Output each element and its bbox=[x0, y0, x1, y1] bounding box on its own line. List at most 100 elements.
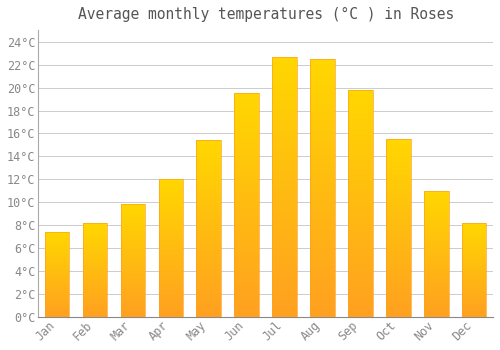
Bar bbox=[272, 88, 297, 90]
Bar bbox=[462, 313, 486, 314]
Bar bbox=[272, 83, 297, 85]
Bar bbox=[310, 310, 335, 312]
Bar bbox=[310, 191, 335, 193]
Bar bbox=[386, 292, 410, 294]
Bar bbox=[234, 142, 259, 145]
Bar bbox=[386, 200, 410, 202]
Bar bbox=[272, 176, 297, 179]
Bar bbox=[424, 249, 448, 250]
Bar bbox=[348, 292, 372, 295]
Bar bbox=[120, 275, 146, 276]
Bar bbox=[462, 305, 486, 306]
Bar bbox=[45, 278, 70, 279]
Bar bbox=[196, 215, 221, 217]
Bar bbox=[272, 153, 297, 156]
Bar bbox=[424, 279, 448, 281]
Bar bbox=[120, 225, 146, 226]
Bar bbox=[196, 147, 221, 149]
Bar bbox=[272, 114, 297, 117]
Bar bbox=[310, 279, 335, 281]
Bar bbox=[234, 93, 259, 317]
Bar bbox=[83, 261, 108, 262]
Bar bbox=[348, 165, 372, 167]
Bar bbox=[424, 219, 448, 220]
Bar bbox=[120, 279, 146, 280]
Bar bbox=[158, 286, 183, 287]
Bar bbox=[234, 297, 259, 300]
Bar bbox=[348, 101, 372, 104]
Bar bbox=[462, 248, 486, 250]
Bar bbox=[45, 235, 70, 236]
Bar bbox=[386, 312, 410, 314]
Bar bbox=[424, 286, 448, 287]
Bar bbox=[272, 119, 297, 122]
Bar bbox=[158, 288, 183, 290]
Bar bbox=[83, 285, 108, 286]
Bar bbox=[83, 276, 108, 277]
Bar bbox=[272, 304, 297, 307]
Bar bbox=[386, 276, 410, 278]
Bar bbox=[234, 302, 259, 304]
Bar bbox=[234, 221, 259, 223]
Bar bbox=[462, 247, 486, 248]
Bar bbox=[310, 116, 335, 118]
Bar bbox=[83, 305, 108, 306]
Bar bbox=[310, 271, 335, 273]
Bar bbox=[462, 258, 486, 259]
Bar bbox=[272, 286, 297, 289]
Bar bbox=[234, 275, 259, 277]
Bar bbox=[424, 289, 448, 291]
Bar bbox=[424, 191, 448, 317]
Bar bbox=[272, 190, 297, 192]
Bar bbox=[348, 99, 372, 101]
Bar bbox=[45, 258, 70, 259]
Bar bbox=[348, 145, 372, 147]
Bar bbox=[120, 284, 146, 286]
Bar bbox=[386, 239, 410, 241]
Bar bbox=[196, 271, 221, 273]
Bar bbox=[272, 127, 297, 130]
Bar bbox=[120, 271, 146, 272]
Bar bbox=[310, 196, 335, 198]
Bar bbox=[83, 246, 108, 247]
Bar bbox=[424, 191, 448, 192]
Bar bbox=[272, 294, 297, 296]
Bar bbox=[272, 210, 297, 213]
Bar bbox=[310, 250, 335, 253]
Bar bbox=[158, 264, 183, 265]
Bar bbox=[462, 273, 486, 274]
Bar bbox=[424, 305, 448, 306]
Bar bbox=[386, 236, 410, 237]
Bar bbox=[272, 156, 297, 158]
Bar bbox=[348, 151, 372, 154]
Bar bbox=[310, 160, 335, 162]
Bar bbox=[310, 154, 335, 157]
Bar bbox=[310, 131, 335, 134]
Bar bbox=[348, 172, 372, 174]
Bar bbox=[234, 172, 259, 174]
Bar bbox=[158, 188, 183, 189]
Bar bbox=[196, 259, 221, 261]
Bar bbox=[348, 122, 372, 124]
Bar bbox=[386, 243, 410, 244]
Bar bbox=[272, 124, 297, 127]
Bar bbox=[386, 175, 410, 177]
Bar bbox=[310, 304, 335, 307]
Bar bbox=[424, 248, 448, 249]
Bar bbox=[196, 170, 221, 172]
Bar bbox=[120, 215, 146, 216]
Bar bbox=[310, 188, 335, 191]
Bar bbox=[424, 288, 448, 289]
Bar bbox=[234, 300, 259, 302]
Bar bbox=[348, 163, 372, 165]
Bar bbox=[234, 239, 259, 241]
Bar bbox=[45, 263, 70, 264]
Bar bbox=[45, 307, 70, 308]
Bar bbox=[348, 236, 372, 238]
Bar bbox=[348, 167, 372, 169]
Bar bbox=[348, 115, 372, 117]
Bar bbox=[310, 247, 335, 250]
Bar bbox=[234, 266, 259, 268]
Bar bbox=[234, 145, 259, 147]
Bar bbox=[196, 222, 221, 224]
